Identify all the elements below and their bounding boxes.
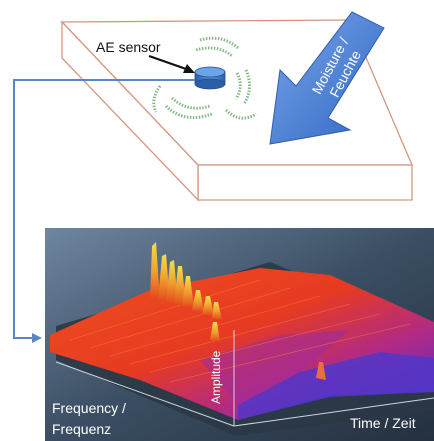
ae-sensor — [194, 66, 226, 90]
surface-low-region — [238, 352, 434, 420]
wave-right-3 — [224, 108, 257, 120]
amplitude-peaks — [150, 242, 326, 380]
peak-3 — [166, 260, 178, 304]
peak-1 — [150, 242, 160, 300]
peak-2 — [158, 254, 170, 302]
peak-9 — [210, 322, 220, 342]
peak-10 — [316, 362, 326, 380]
block-side-face — [61, 20, 199, 202]
peak-7 — [202, 296, 214, 316]
wave-upper-2 — [195, 46, 233, 58]
frequency-label-line2: Frequenz — [52, 421, 111, 437]
sensor-bottom — [194, 78, 226, 90]
sensor-plot-connector — [13, 79, 195, 343]
moisture-arrow-shape — [269, 11, 385, 145]
time-label: Time / Zeit — [350, 415, 416, 431]
block-front-face — [197, 164, 413, 201]
wave-lower-1 — [164, 104, 213, 120]
sensor-pointer-arrow — [148, 54, 195, 73]
amplitude-label: Amplitude — [209, 350, 223, 404]
acoustic-waves — [152, 36, 257, 120]
wave-right-1 — [242, 69, 251, 105]
wave-right-2 — [234, 72, 242, 100]
ae-sensor-label: AE sensor — [96, 39, 161, 55]
frequency-label-line1: Frequency / — [52, 400, 126, 416]
time-axis — [233, 397, 434, 427]
spectrogram-plot: Amplitude Frequency / Frequenz Time / Ze… — [45, 228, 434, 441]
sensor-top — [194, 66, 226, 78]
peak-8 — [212, 302, 222, 320]
peak-6 — [192, 290, 204, 312]
wave-lower-2 — [170, 96, 211, 110]
frequency-axis — [55, 361, 235, 427]
plot-axes — [55, 330, 434, 427]
wave-upper-1 — [199, 36, 239, 50]
peak-5 — [182, 276, 194, 308]
peak-4 — [174, 266, 186, 306]
surface-purple-band — [200, 330, 350, 405]
